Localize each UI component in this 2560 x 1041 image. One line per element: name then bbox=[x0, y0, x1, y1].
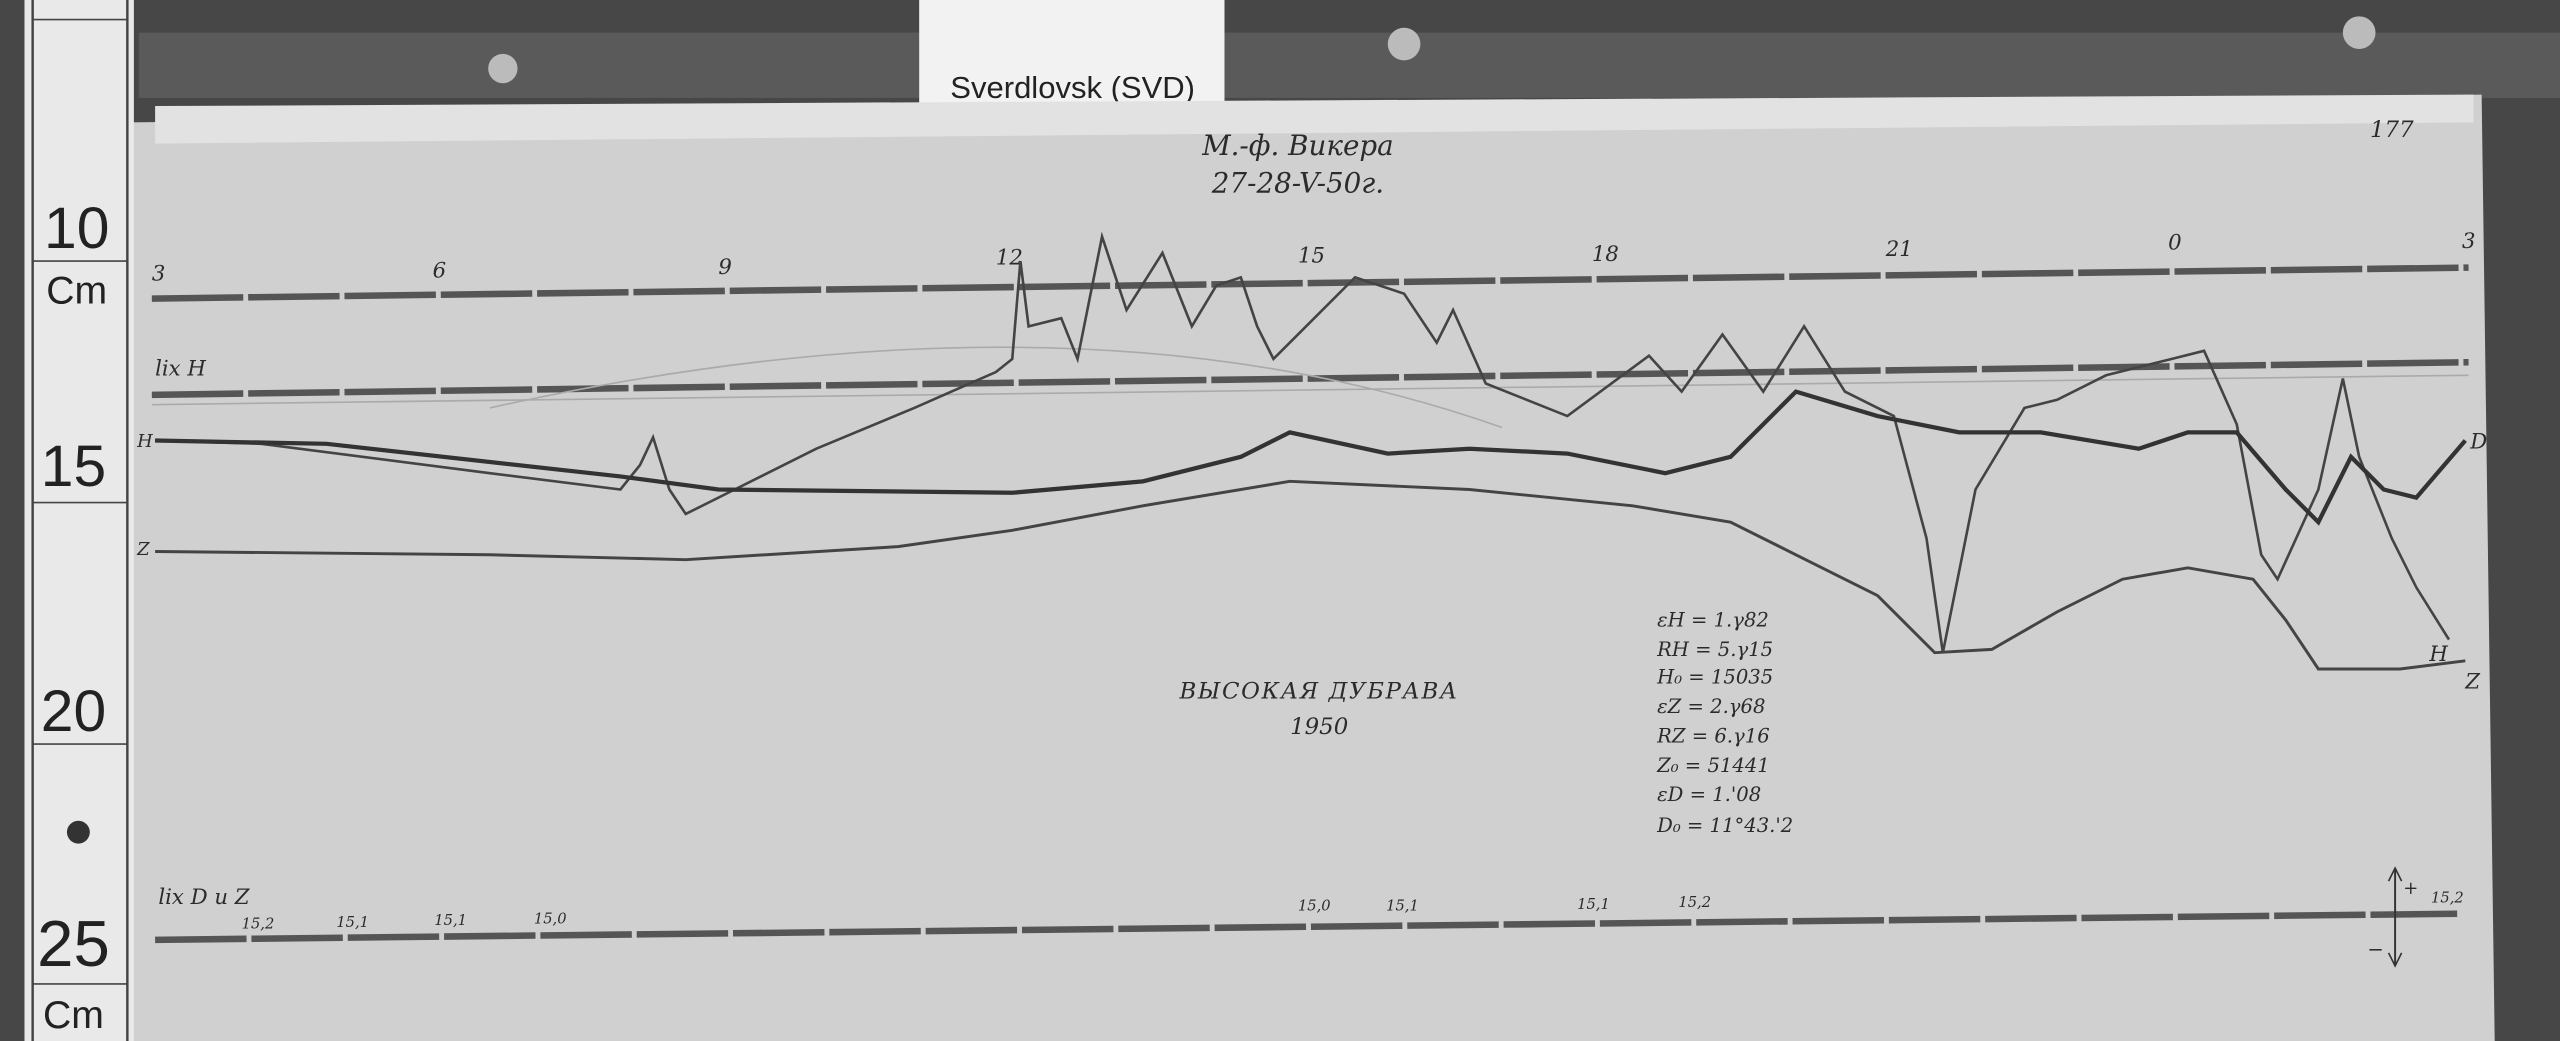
curve-label-h-left: H bbox=[136, 431, 153, 452]
temperature-mark: 15,2 bbox=[242, 915, 275, 932]
arrow-plus-label: + bbox=[2403, 878, 2418, 899]
temperature-mark: 15,2 bbox=[1678, 894, 1711, 911]
constant-r-h: RH = 5.γ15 bbox=[1656, 638, 1773, 661]
ruler-mark-20: 20 bbox=[41, 679, 106, 744]
temperature-mark: 15,1 bbox=[434, 912, 467, 929]
curve-label-d-right: D bbox=[2469, 430, 2487, 455]
constant-z0: Z₀ = 51441 bbox=[1656, 754, 1770, 777]
hour-label: 18 bbox=[1592, 242, 1619, 267]
direction-arrow-icon bbox=[2387, 866, 2403, 968]
curve-d-trace bbox=[155, 389, 2467, 526]
screw-icon bbox=[488, 53, 518, 84]
constant-eps-z: εZ = 2.γ68 bbox=[1657, 695, 1765, 718]
ruler-unit: Cm bbox=[46, 269, 107, 312]
temperature-mark: 15,1 bbox=[1386, 897, 1419, 914]
baseline-dz-label: lix D и Z bbox=[158, 885, 250, 910]
constant-eps-h: εH = 1.γ82 bbox=[1657, 609, 1769, 632]
hour-labels: 3 6 9 12 15 18 21 0 3 bbox=[152, 229, 2476, 287]
baseline-h-faint bbox=[151, 374, 2469, 406]
hour-label: 12 bbox=[996, 245, 1023, 270]
ruler-unit: Cm bbox=[43, 994, 104, 1037]
constant-eps-d: εD = 1.'08 bbox=[1657, 783, 1761, 806]
baseline-dz bbox=[155, 910, 2458, 944]
hour-label: 21 bbox=[1885, 237, 1913, 262]
ruler-mark-10: 10 bbox=[44, 196, 109, 261]
station-placard-label: Sverdlovsk (SVD) bbox=[950, 70, 1195, 105]
hour-label: 0 bbox=[2168, 231, 2182, 256]
curve-z-trace bbox=[155, 479, 2466, 671]
temperature-mark: 15,2 bbox=[2431, 889, 2464, 906]
faint-trace bbox=[489, 346, 1503, 429]
station-placard bbox=[919, 0, 1225, 111]
screw-icon bbox=[1387, 27, 1421, 61]
arrow-minus-label: − bbox=[2367, 938, 2383, 961]
station-title: ВЫСОКАЯ ДУБРАВА bbox=[1179, 678, 1459, 704]
board-rail bbox=[138, 32, 2560, 98]
constant-h0: H₀ = 15035 bbox=[1656, 666, 1773, 689]
constant-r-z: RZ = 6.γ16 bbox=[1656, 724, 1770, 747]
scale-constants: εH = 1.γ82 RH = 5.γ15 H₀ = 15035 εZ = 2.… bbox=[1656, 609, 1793, 838]
temperature-mark: 15,1 bbox=[336, 914, 369, 931]
station-year: 1950 bbox=[1290, 714, 1348, 740]
sheet-tape bbox=[155, 94, 2474, 144]
hour-label: 9 bbox=[718, 255, 732, 280]
curve-label-z-left: Z bbox=[136, 539, 150, 560]
ruler bbox=[24, 0, 134, 1041]
ruler-mark-25: 25 bbox=[37, 907, 110, 980]
baseline-h bbox=[151, 358, 2469, 399]
header-date: 27-28-V-50г. bbox=[1211, 167, 1384, 200]
ruler-hole bbox=[66, 820, 90, 844]
curve-h-trace bbox=[155, 231, 2451, 653]
temperature-mark: 15,0 bbox=[1298, 897, 1331, 914]
curve-label-z-right: Z bbox=[2464, 670, 2481, 695]
temperature-marks: 15,2 15,1 15,1 15,0 15,0 15,1 15,1 15,2 … bbox=[242, 889, 2464, 932]
magnetogram-sheet bbox=[130, 94, 2495, 1041]
temperature-mark: 15,1 bbox=[1577, 896, 1610, 913]
screw-icon bbox=[2342, 16, 2376, 49]
ruler-mark-15: 15 bbox=[41, 434, 106, 499]
curve-label-h-right: H bbox=[2428, 642, 2448, 667]
hour-label: 3 bbox=[2462, 229, 2476, 254]
hour-label: 6 bbox=[433, 258, 447, 283]
hour-label: 15 bbox=[1298, 244, 1325, 269]
header-observer: М.-ф. Викера bbox=[1201, 129, 1393, 162]
baseline-h-label: lix H bbox=[155, 356, 206, 381]
sheet-number: 177 bbox=[2370, 117, 2414, 143]
constant-d0: D₀ = 11°43.'2 bbox=[1656, 814, 1793, 837]
hour-label: 3 bbox=[152, 262, 166, 287]
time-mark-line bbox=[151, 264, 2469, 302]
temperature-mark: 15,0 bbox=[534, 911, 567, 928]
